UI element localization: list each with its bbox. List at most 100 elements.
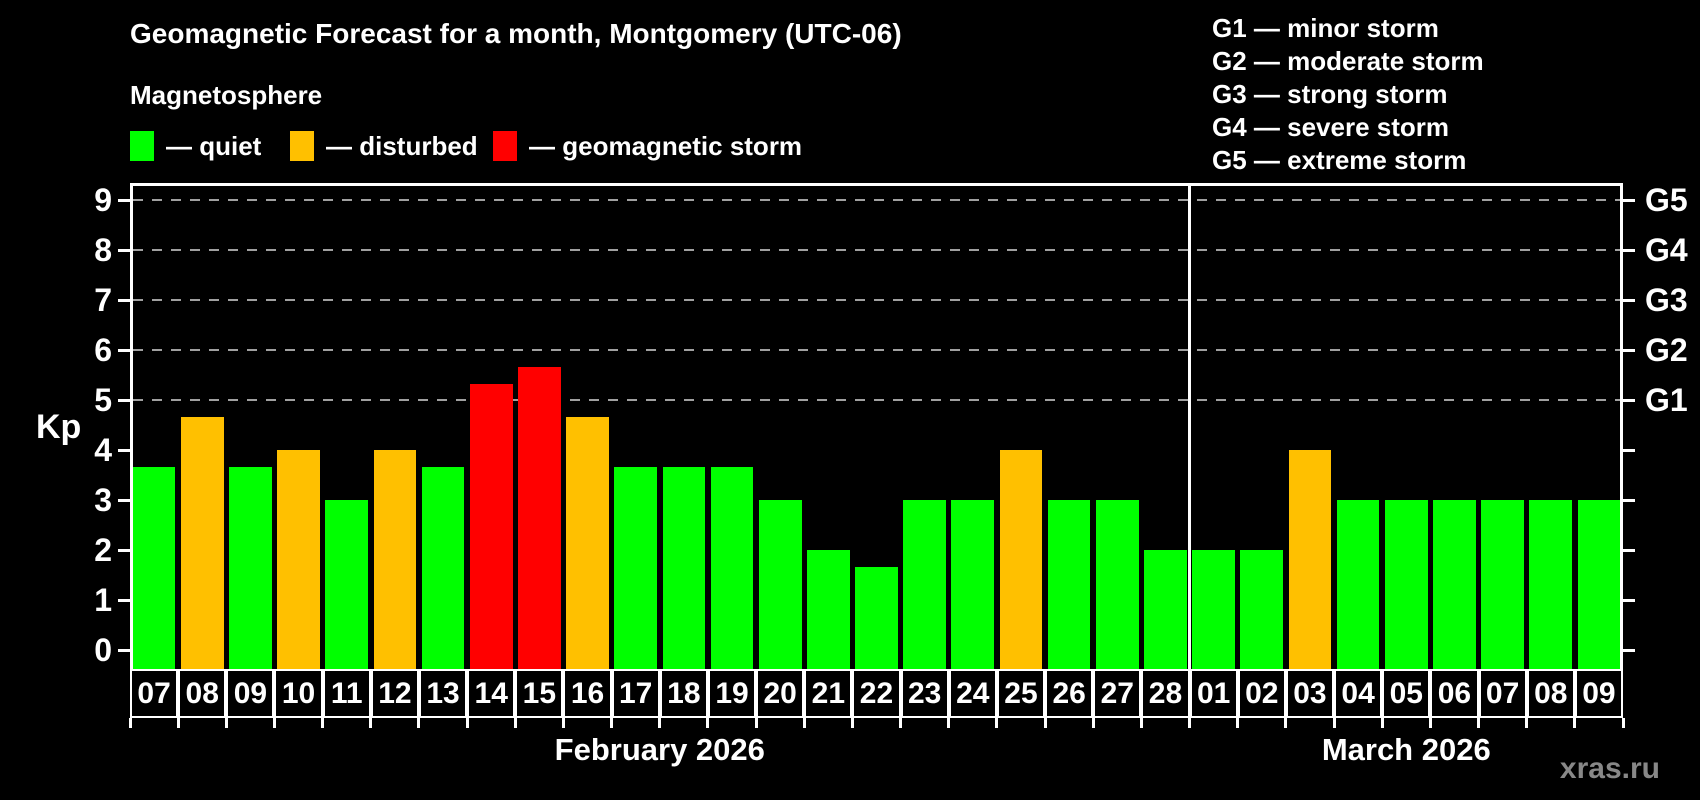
y-tick-label-4: 4: [94, 432, 112, 468]
kp-bar-feb-18: [662, 466, 706, 669]
legend-swatch-quiet: [130, 131, 154, 161]
day-cell-09: 09: [1574, 669, 1623, 718]
g-legend-item-g2: G2 — moderate storm: [1212, 46, 1484, 76]
legend-item-storm: — geomagnetic storm: [493, 130, 802, 162]
g-legend-item-g3: G3 — strong storm: [1212, 79, 1448, 109]
g-tick-label-g3: G3: [1645, 282, 1688, 318]
day-cell-14: 14: [467, 669, 516, 718]
x-axis-tick-26: [1380, 718, 1384, 728]
kp-bar-mar-09: [1577, 500, 1621, 669]
kp-bar-mar-08: [1529, 500, 1573, 669]
kp-bar-feb-16: [566, 416, 609, 669]
y-tick-8: [118, 248, 130, 252]
kp-bar-feb-19: [710, 466, 754, 669]
month-separator: [1188, 186, 1192, 669]
y-tick-label-9: 9: [94, 182, 112, 218]
right-tick-1: [1623, 598, 1635, 602]
day-cell-03: 03: [1285, 669, 1335, 718]
day-cell-18: 18: [659, 669, 708, 718]
y-tick-4: [118, 448, 130, 452]
x-axis-tick-4: [321, 718, 325, 728]
right-tick-9: [1623, 198, 1635, 202]
x-axis-tick-11: [658, 718, 662, 728]
day-cell-01: 01: [1189, 669, 1238, 718]
kp-bar-mar-02: [1240, 550, 1284, 669]
day-cell-23: 23: [900, 669, 949, 718]
y-tick-label-2: 2: [94, 532, 112, 568]
x-axis-tick-12: [706, 718, 710, 728]
kp-bar-mar-03: [1288, 450, 1332, 669]
g-legend-item-g1: G1 — minor storm: [1212, 13, 1439, 43]
legend-swatch-storm: [493, 131, 517, 161]
kp-bar-feb-07: [132, 466, 176, 669]
day-cell-06: 06: [1430, 669, 1479, 718]
right-tick-4: [1623, 448, 1635, 452]
x-axis-tick-14: [802, 718, 806, 728]
x-axis-tick-23: [1236, 718, 1240, 728]
kp-bar-feb-15: [518, 366, 561, 669]
y-tick-0: [118, 648, 130, 652]
kp-bar-mar-04: [1336, 500, 1380, 669]
y-tick-2: [118, 548, 130, 552]
day-cell-07: 07: [130, 669, 179, 718]
day-cell-08: 08: [1526, 669, 1575, 718]
gridline-kp-8: [133, 249, 1620, 251]
right-tick-8: [1623, 248, 1635, 252]
g-legend-item-g4: G4 — severe storm: [1212, 112, 1450, 142]
kp-bar-feb-23: [903, 500, 946, 669]
watermark-xras: xras.ru: [1559, 752, 1660, 785]
month-label-february: February 2026: [554, 732, 765, 767]
y-tick-label-8: 8: [94, 232, 112, 268]
x-axis-tick-22: [1188, 718, 1192, 728]
x-axis-tick-6: [417, 718, 421, 728]
x-axis-tick-30: [1573, 718, 1577, 728]
kp-bar-feb-27: [1095, 500, 1139, 669]
month-label-march: March 2026: [1321, 732, 1491, 767]
x-axis-tick-16: [899, 718, 903, 728]
y-tick-label-3: 3: [94, 482, 112, 518]
x-axis-tick-28: [1477, 718, 1481, 728]
kp-bar-mar-01: [1192, 550, 1235, 669]
day-cell-22: 22: [852, 669, 901, 718]
kp-bar-feb-24: [951, 500, 995, 669]
x-axis-tick-24: [1284, 718, 1288, 728]
kp-bar-feb-20: [758, 500, 802, 669]
kp-bar-feb-17: [614, 466, 658, 669]
legend-item-quiet: — quiet: [130, 130, 261, 162]
day-cell-28: 28: [1141, 669, 1190, 718]
day-cell-05: 05: [1382, 669, 1431, 718]
x-axis-tick-27: [1428, 718, 1432, 728]
day-cell-12: 12: [370, 669, 419, 718]
day-cell-25: 25: [996, 669, 1046, 718]
x-axis-tick-20: [1091, 718, 1095, 728]
g-tick-label-g2: G2: [1645, 332, 1688, 368]
day-cell-09: 09: [226, 669, 275, 718]
day-cell-26: 26: [1045, 669, 1094, 718]
y-axis-label-kp: Kp: [36, 408, 82, 446]
x-axis-tick-25: [1332, 718, 1336, 728]
x-axis-tick-8: [513, 718, 517, 728]
x-axis-tick-21: [1139, 718, 1143, 728]
day-cell-24: 24: [948, 669, 997, 718]
kp-bar-feb-13: [421, 466, 465, 669]
legend-swatch-disturbed: [290, 131, 314, 161]
g-tick-label-g5: G5: [1645, 182, 1688, 218]
day-cell-07: 07: [1478, 669, 1527, 718]
y-tick-6: [118, 348, 130, 352]
chart-subtitle: Magnetosphere: [130, 80, 323, 110]
y-tick-9: [118, 198, 130, 202]
right-tick-3: [1623, 498, 1635, 502]
kp-bar-feb-09: [229, 466, 272, 669]
gridline-kp-5: [133, 399, 1620, 401]
x-axis-tick-5: [369, 718, 373, 728]
day-cell-11: 11: [322, 669, 371, 718]
day-cell-21: 21: [804, 669, 853, 718]
x-axis-tick-31: [1621, 718, 1625, 728]
gridline-kp-7: [133, 299, 1620, 301]
day-cell-16: 16: [563, 669, 612, 718]
kp-bar-feb-08: [180, 416, 224, 669]
y-tick-label-1: 1: [94, 582, 112, 618]
right-tick-0: [1623, 648, 1635, 652]
legend-label-disturbed: — disturbed: [326, 130, 478, 161]
